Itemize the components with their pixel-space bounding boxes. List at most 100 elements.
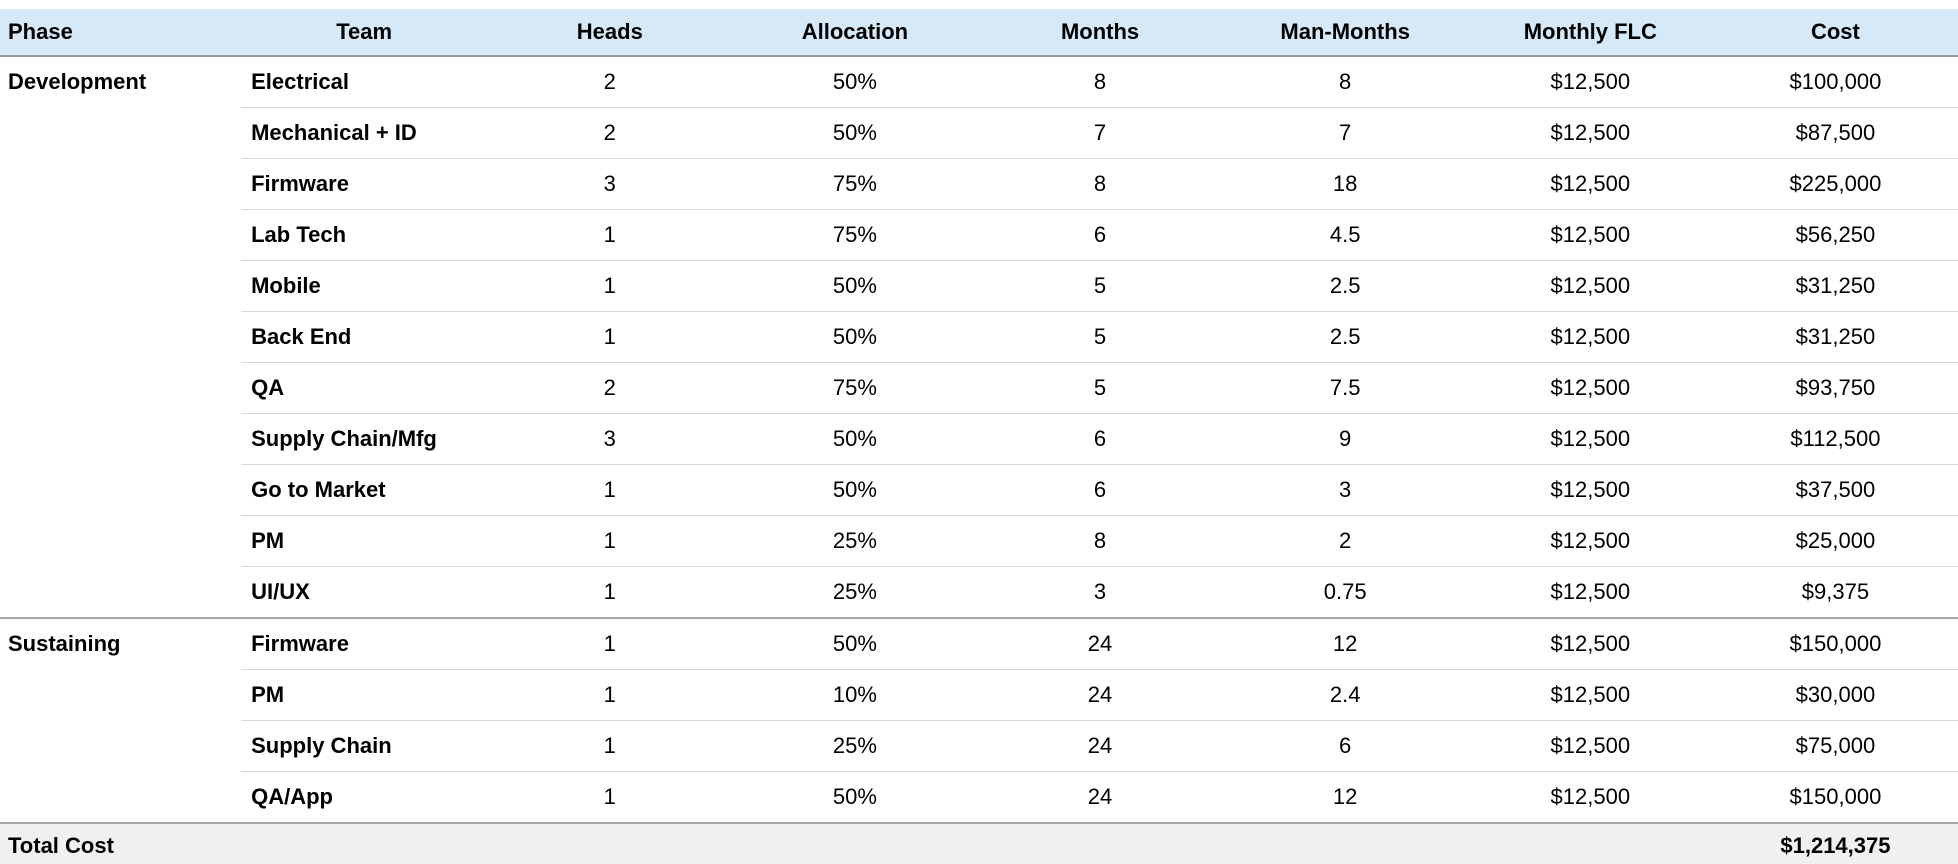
cell-allocation[interactable]: 50% — [732, 413, 978, 465]
cell-cost[interactable]: $112,500 — [1712, 413, 1958, 465]
cell-heads[interactable]: 3 — [487, 413, 733, 465]
cell-cost[interactable]: $37,500 — [1712, 464, 1958, 516]
cell-allocation[interactable]: 25% — [732, 720, 978, 772]
cell-team[interactable]: UI/UX — [241, 566, 488, 618]
cell-cost[interactable]: $150,000 — [1712, 617, 1958, 670]
cell-months[interactable]: 5 — [977, 260, 1223, 312]
cell-monthly-flc[interactable]: $12,500 — [1467, 464, 1713, 516]
cell-months[interactable]: 8 — [977, 158, 1223, 210]
cell-phase[interactable] — [0, 260, 242, 312]
cell-team[interactable]: Mobile — [241, 260, 488, 312]
cell-man-months[interactable]: 6 — [1222, 720, 1468, 772]
cell-phase[interactable] — [0, 515, 242, 567]
total-cost-value[interactable]: $1,214,375 — [1712, 822, 1958, 864]
column-header-team[interactable]: Team — [241, 9, 488, 57]
cell-allocation[interactable]: 50% — [732, 260, 978, 312]
cell-heads[interactable]: 1 — [487, 617, 733, 670]
cell-months[interactable]: 3 — [977, 566, 1223, 618]
cell-cost[interactable]: $9,375 — [1712, 566, 1958, 618]
cell-man-months[interactable]: 0.75 — [1222, 566, 1468, 618]
cell-team[interactable]: QA — [241, 362, 488, 414]
cell-team[interactable]: Firmware — [241, 617, 488, 670]
cell-team[interactable]: Supply Chain/Mfg — [241, 413, 488, 465]
cell-cost[interactable]: $75,000 — [1712, 720, 1958, 772]
cell-phase[interactable] — [0, 720, 242, 772]
cell-team[interactable]: Back End — [241, 311, 488, 363]
cell-monthly-flc[interactable]: $12,500 — [1467, 617, 1713, 670]
cell-allocation[interactable]: 25% — [732, 566, 978, 618]
cell-monthly-flc[interactable]: $12,500 — [1467, 260, 1713, 312]
cell-heads[interactable]: 1 — [487, 771, 733, 823]
cell-allocation[interactable]: 50% — [732, 56, 978, 108]
cell-man-months[interactable]: 3 — [1222, 464, 1468, 516]
cell-cost[interactable]: $150,000 — [1712, 771, 1958, 823]
cell-monthly-flc[interactable]: $12,500 — [1467, 362, 1713, 414]
cell-man-months[interactable]: 12 — [1222, 771, 1468, 823]
cell-heads[interactable]: 1 — [487, 566, 733, 618]
cell-heads[interactable]: 3 — [487, 158, 733, 210]
total-cost-label[interactable]: Total Cost — [0, 822, 1713, 864]
column-header-monthly-flc[interactable]: Monthly FLC — [1467, 9, 1713, 57]
cell-heads[interactable]: 1 — [487, 311, 733, 363]
cell-heads[interactable]: 1 — [487, 720, 733, 772]
cell-man-months[interactable]: 7.5 — [1222, 362, 1468, 414]
cell-monthly-flc[interactable]: $12,500 — [1467, 107, 1713, 159]
cell-months[interactable]: 5 — [977, 311, 1223, 363]
cell-phase[interactable] — [0, 362, 242, 414]
cell-months[interactable]: 24 — [977, 771, 1223, 823]
cell-man-months[interactable]: 9 — [1222, 413, 1468, 465]
cell-monthly-flc[interactable]: $12,500 — [1467, 209, 1713, 261]
cell-team[interactable]: Electrical — [241, 56, 488, 108]
cell-months[interactable]: 24 — [977, 617, 1223, 670]
cell-team[interactable]: Supply Chain — [241, 720, 488, 772]
cell-allocation[interactable]: 50% — [732, 311, 978, 363]
cell-team[interactable]: Mechanical + ID — [241, 107, 488, 159]
cell-months[interactable]: 5 — [977, 362, 1223, 414]
cell-heads[interactable]: 2 — [487, 56, 733, 108]
cell-cost[interactable]: $87,500 — [1712, 107, 1958, 159]
cell-cost[interactable]: $25,000 — [1712, 515, 1958, 567]
cell-cost[interactable]: $225,000 — [1712, 158, 1958, 210]
cell-cost[interactable]: $31,250 — [1712, 260, 1958, 312]
cell-cost[interactable]: $31,250 — [1712, 311, 1958, 363]
cell-team[interactable]: PM — [241, 515, 488, 567]
cell-phase[interactable] — [0, 413, 242, 465]
cell-cost[interactable]: $93,750 — [1712, 362, 1958, 414]
cell-phase[interactable] — [0, 107, 242, 159]
cell-phase[interactable] — [0, 158, 242, 210]
cell-months[interactable]: 8 — [977, 515, 1223, 567]
cell-cost[interactable]: $100,000 — [1712, 56, 1958, 108]
cell-monthly-flc[interactable]: $12,500 — [1467, 56, 1713, 108]
cell-heads[interactable]: 1 — [487, 209, 733, 261]
cell-heads[interactable]: 2 — [487, 107, 733, 159]
cell-phase[interactable]: Sustaining — [0, 617, 242, 670]
cell-allocation[interactable]: 50% — [732, 771, 978, 823]
cell-heads[interactable]: 2 — [487, 362, 733, 414]
column-header-months[interactable]: Months — [977, 9, 1223, 57]
cell-monthly-flc[interactable]: $12,500 — [1467, 720, 1713, 772]
cell-phase[interactable] — [0, 209, 242, 261]
cell-team[interactable]: PM — [241, 669, 488, 721]
cell-phase[interactable]: Development — [0, 56, 242, 108]
cell-man-months[interactable]: 2 — [1222, 515, 1468, 567]
cell-months[interactable]: 24 — [977, 669, 1223, 721]
cell-months[interactable]: 6 — [977, 464, 1223, 516]
cell-man-months[interactable]: 18 — [1222, 158, 1468, 210]
cell-phase[interactable] — [0, 669, 242, 721]
cell-allocation[interactable]: 10% — [732, 669, 978, 721]
column-header-man-months[interactable]: Man-Months — [1222, 9, 1468, 57]
cell-monthly-flc[interactable]: $12,500 — [1467, 158, 1713, 210]
cell-monthly-flc[interactable]: $12,500 — [1467, 771, 1713, 823]
cell-man-months[interactable]: 2.4 — [1222, 669, 1468, 721]
cell-allocation[interactable]: 25% — [732, 515, 978, 567]
column-header-heads[interactable]: Heads — [487, 9, 733, 57]
cell-heads[interactable]: 1 — [487, 260, 733, 312]
cell-man-months[interactable]: 8 — [1222, 56, 1468, 108]
cell-man-months[interactable]: 7 — [1222, 107, 1468, 159]
cell-phase[interactable] — [0, 566, 242, 618]
cell-team[interactable]: Go to Market — [241, 464, 488, 516]
cell-allocation[interactable]: 75% — [732, 158, 978, 210]
cell-allocation[interactable]: 50% — [732, 464, 978, 516]
cell-allocation[interactable]: 75% — [732, 209, 978, 261]
cell-heads[interactable]: 1 — [487, 669, 733, 721]
